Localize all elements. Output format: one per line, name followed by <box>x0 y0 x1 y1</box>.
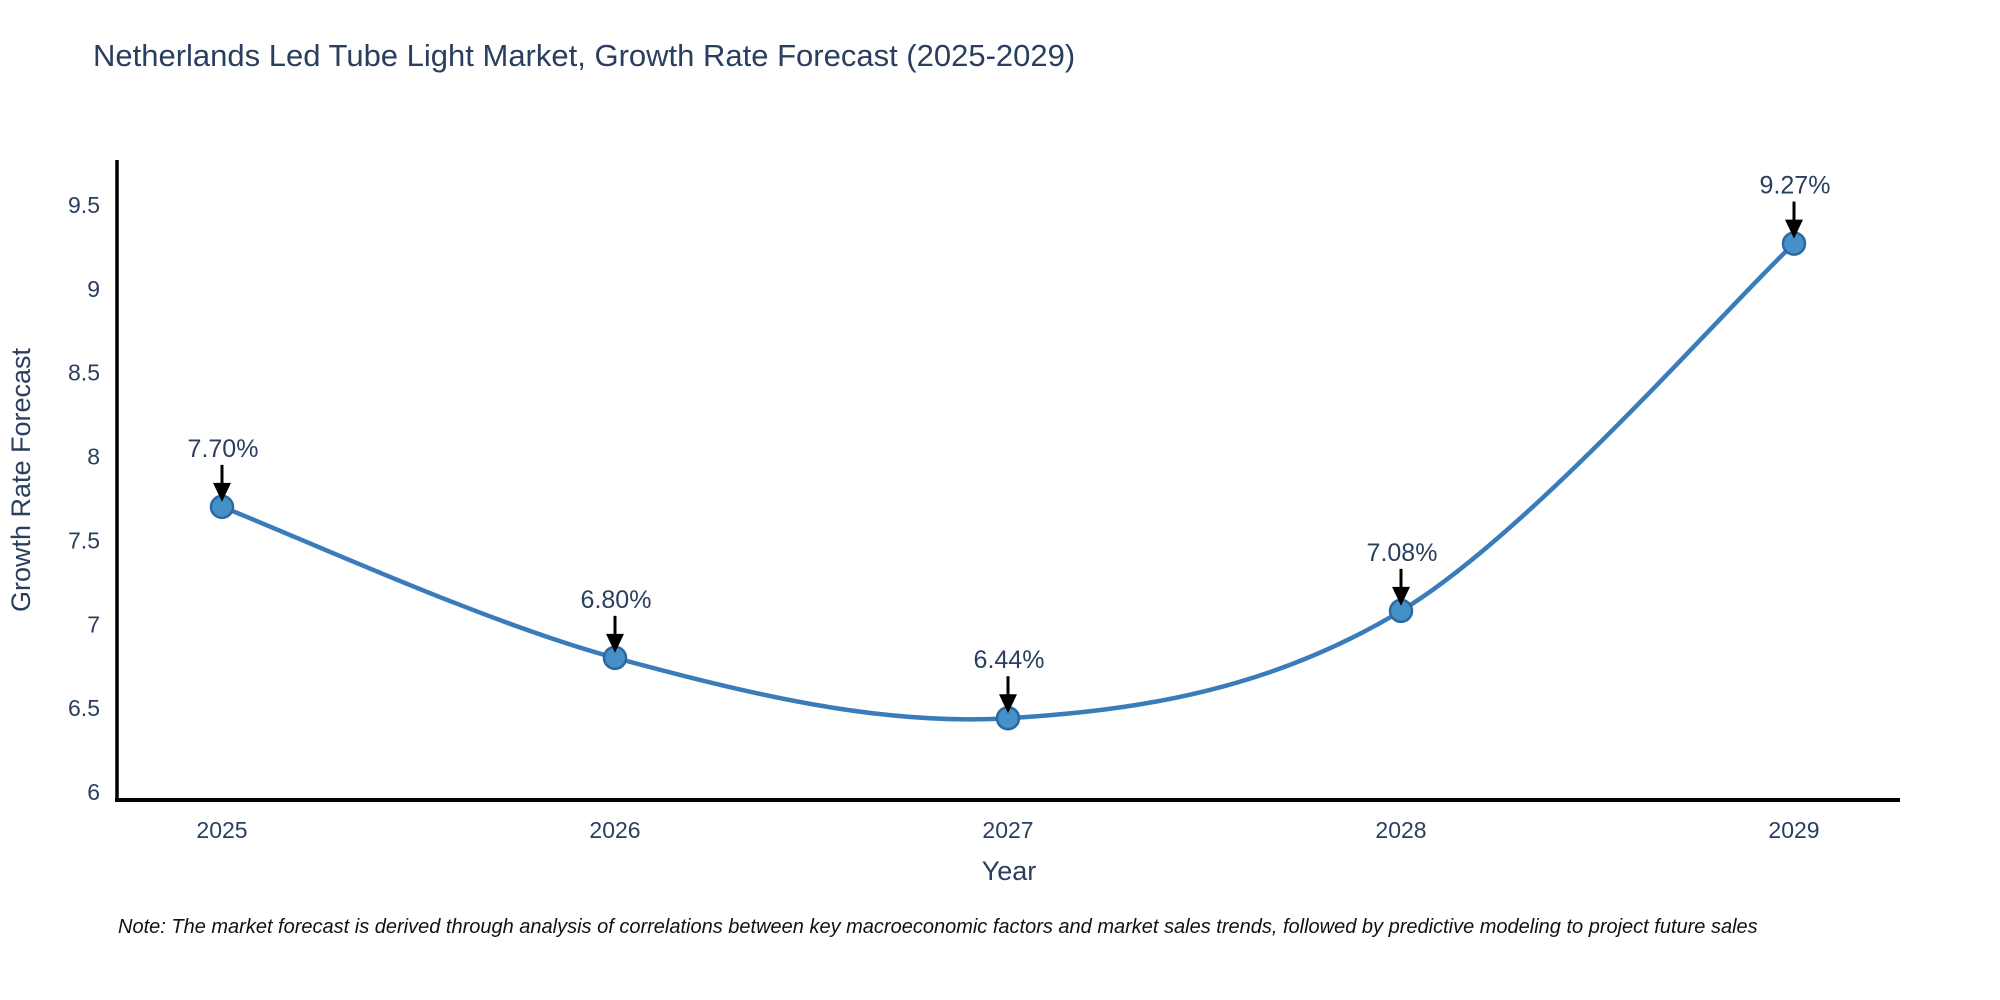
y-tick-label: 8.5 <box>68 360 100 386</box>
point-annotation: 9.27% <box>1760 172 1831 200</box>
x-tick-label: 2027 <box>982 817 1033 843</box>
point-annotation: 6.80% <box>581 586 652 614</box>
y-tick-label: 7.5 <box>68 527 100 553</box>
annotation-arrowhead <box>999 694 1017 714</box>
annotation-arrowhead <box>606 633 624 653</box>
y-tick-label: 6 <box>87 779 100 805</box>
y-tick-label: 9 <box>87 276 100 302</box>
point-annotation: 7.08% <box>1367 539 1438 567</box>
y-tick-label: 8 <box>87 444 100 470</box>
annotation-arrowhead <box>213 482 231 502</box>
y-tick-label: 6.5 <box>68 695 100 721</box>
point-annotation: 6.44% <box>974 646 1045 674</box>
x-tick-label: 2029 <box>1768 817 1819 843</box>
y-tick-label: 9.5 <box>68 192 100 218</box>
x-tick-label: 2025 <box>196 817 247 843</box>
annotation-arrowhead <box>1785 219 1803 239</box>
annotation-arrowhead <box>1392 586 1410 606</box>
x-axis-title: Year <box>982 856 1037 886</box>
chart-title: Netherlands Led Tube Light Market, Growt… <box>93 38 1076 73</box>
chart-footnote: Note: The market forecast is derived thr… <box>118 916 1758 938</box>
x-tick-label: 2026 <box>589 817 640 843</box>
x-tick-label: 2028 <box>1375 817 1426 843</box>
y-axis-title: Growth Rate Forecast <box>6 347 36 612</box>
point-annotation: 7.70% <box>188 435 259 463</box>
y-tick-label: 7 <box>87 611 100 637</box>
